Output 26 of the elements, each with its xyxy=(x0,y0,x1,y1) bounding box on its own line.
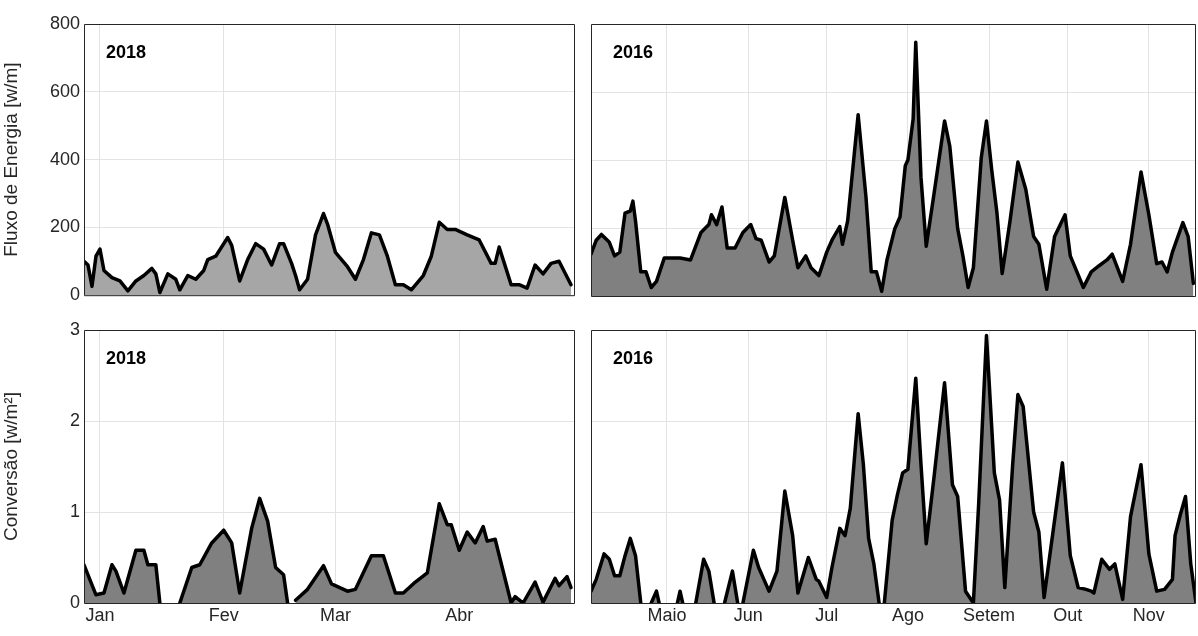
x-tick-label: Setem xyxy=(963,604,1016,625)
x-tick-label: Jan xyxy=(85,604,115,625)
y-tick-label: 800 xyxy=(49,12,80,33)
y-tick-label: 200 xyxy=(49,216,80,237)
x-tick-label: Maio xyxy=(647,604,687,625)
x-tick-label: Out xyxy=(1053,604,1083,625)
y-axis-title: Conversão [w/m²] xyxy=(0,392,21,541)
x-tick-label: Jun xyxy=(733,604,763,625)
x-tick-label: Nov xyxy=(1132,604,1165,625)
y-tick-label: 400 xyxy=(49,148,80,169)
text: 2016 xyxy=(613,41,654,62)
y-tick-label: 2 xyxy=(69,409,80,430)
x-tick-label: Mar xyxy=(319,604,351,625)
y-axis-title: Fluxo de Energia [w/m] xyxy=(0,62,21,257)
x-tick-label: Ago xyxy=(891,604,924,625)
y-tick-label: 600 xyxy=(49,80,80,101)
y-tick-label: 0 xyxy=(69,284,80,305)
y-tick-label: 1 xyxy=(69,500,80,521)
text: 2018 xyxy=(106,41,147,62)
x-tick-label: Fev xyxy=(208,604,239,625)
x-tick-label: Jul xyxy=(815,604,839,625)
text: 2018 xyxy=(106,347,147,368)
y-tick-label: 0 xyxy=(69,591,80,612)
x-tick-label: Abr xyxy=(445,604,474,625)
y-tick-label: 3 xyxy=(69,318,80,339)
text: 2016 xyxy=(613,347,654,368)
